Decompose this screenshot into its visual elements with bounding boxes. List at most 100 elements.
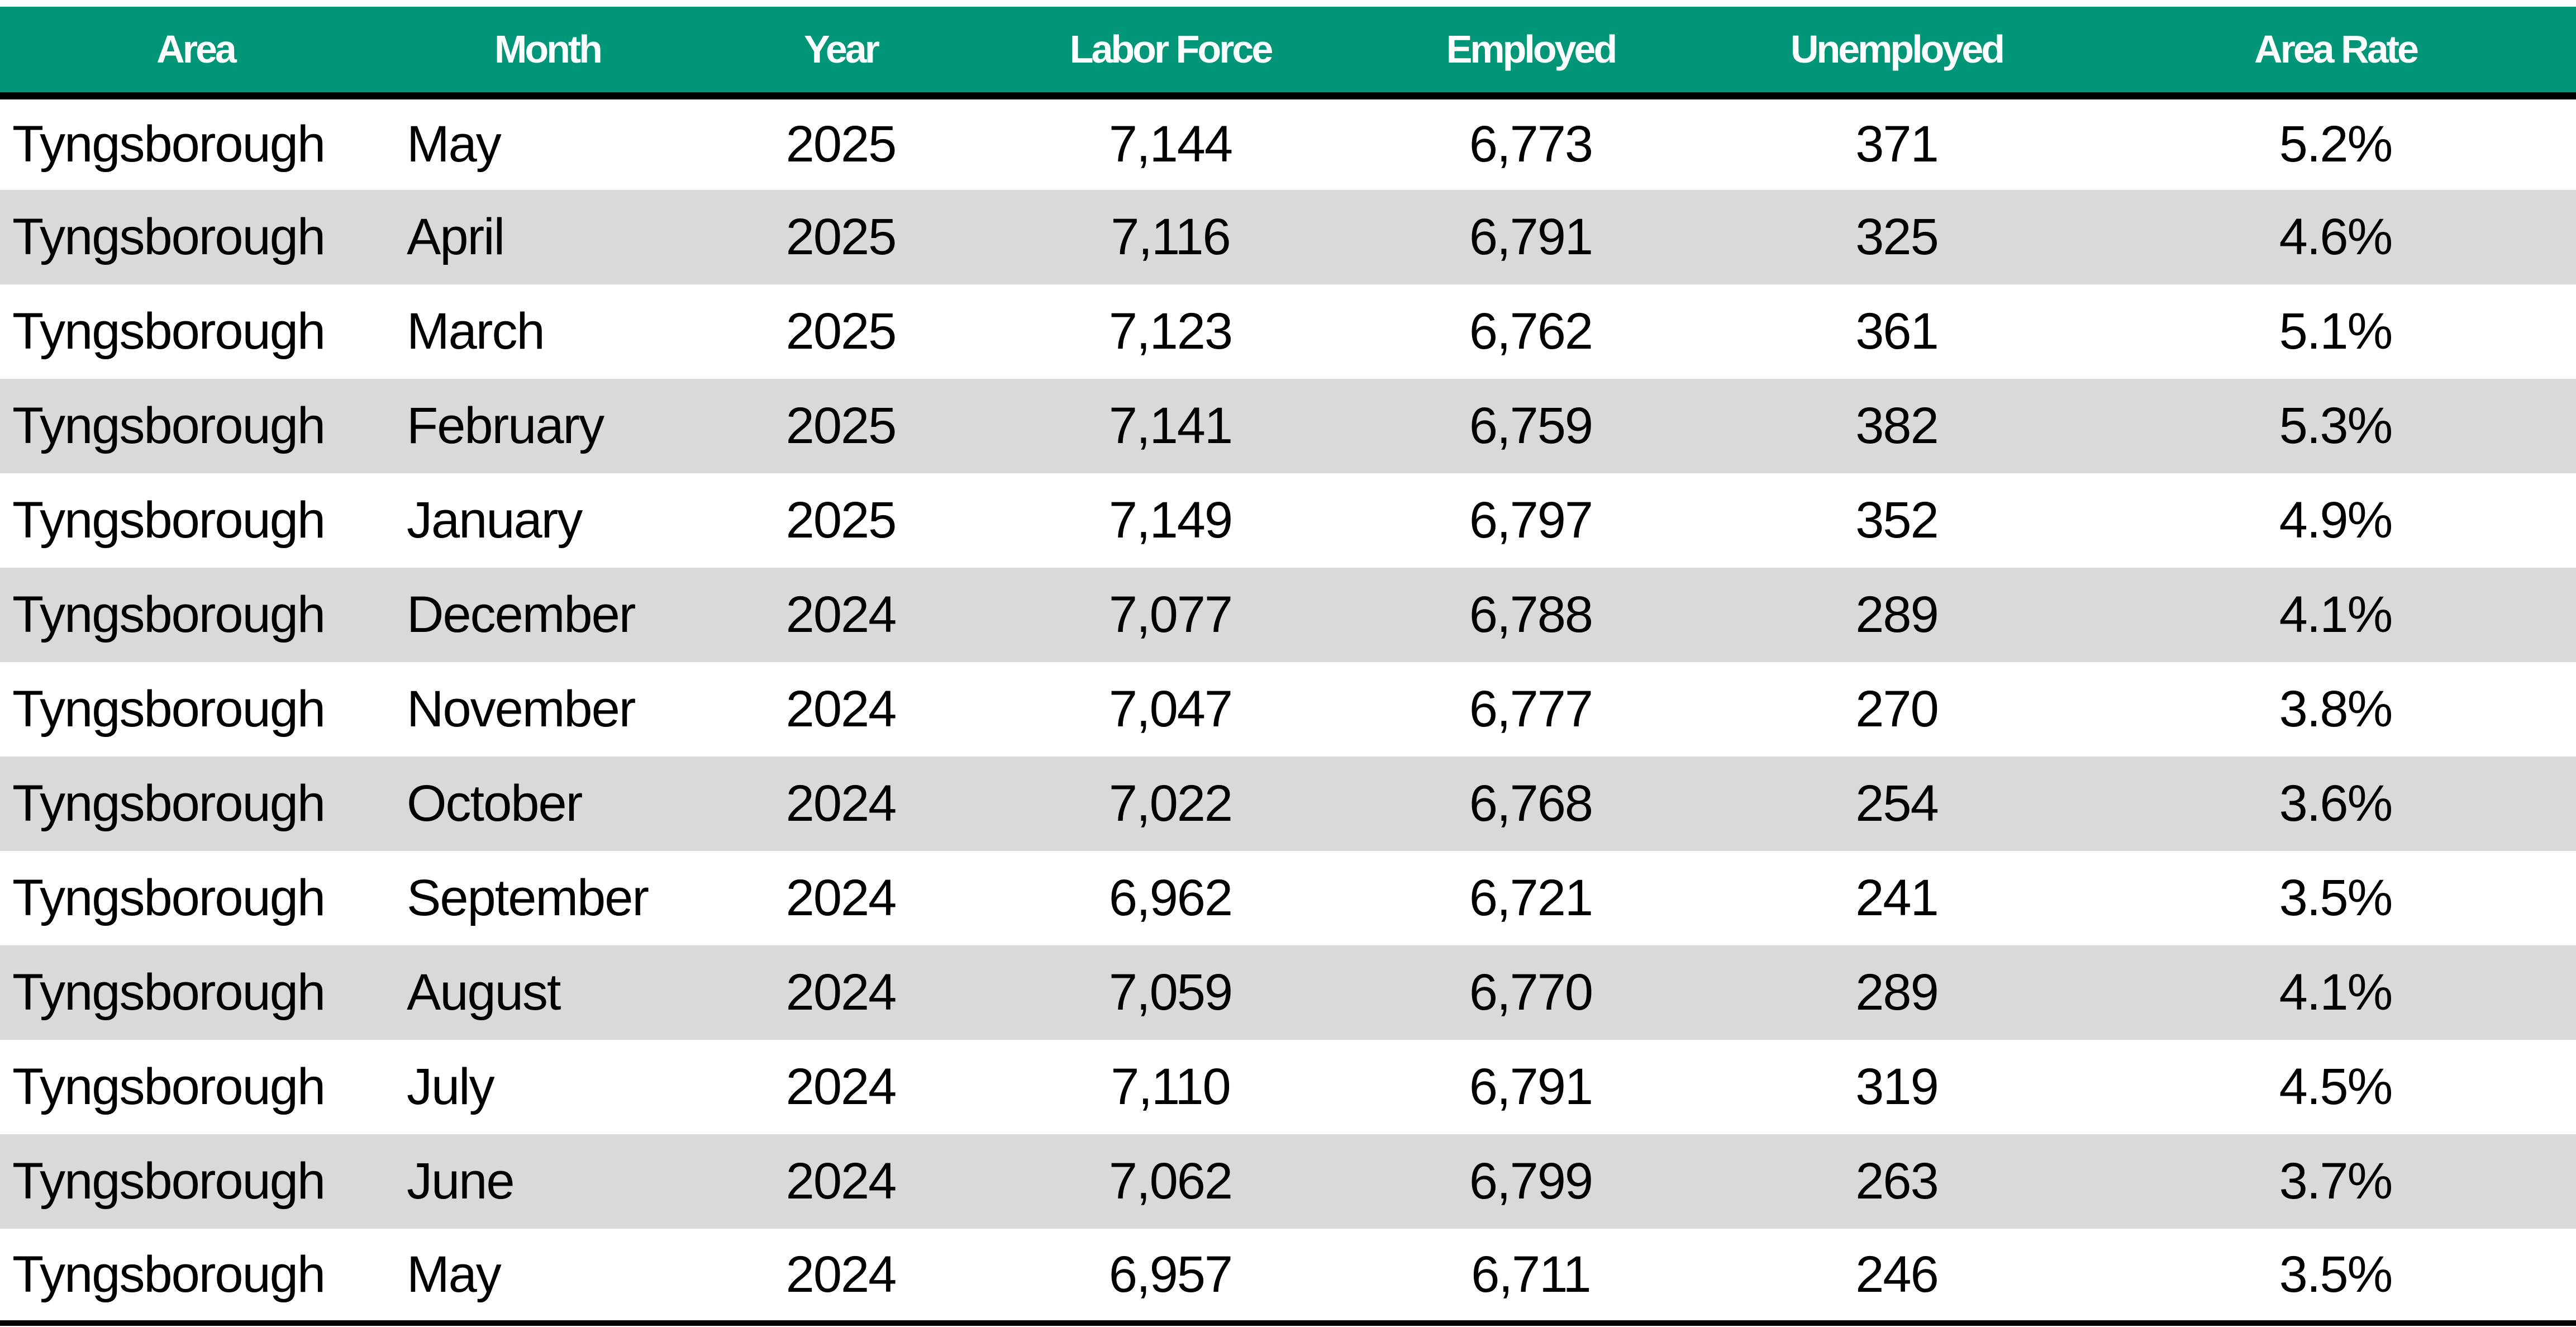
cell-area-rate: 5.2% <box>2279 116 2393 173</box>
cell-labor-force: 7,047 <box>1108 681 1233 738</box>
cell-area: Tyngsborough <box>12 869 326 926</box>
table-row: Tyngsborough November 2024 7,047 6,777 270 3.8… <box>0 662 2576 757</box>
cell-labor-force: 7,022 <box>978 757 1363 851</box>
cell-year: 2024 <box>704 945 978 1040</box>
header-month: Month <box>391 7 704 99</box>
cell-area: Tyngsborough <box>0 1134 391 1229</box>
table-row: Tyngsborough April 2025 7,116 6,791 325 4.6% <box>0 190 2576 284</box>
cell-unemployed: 382 <box>1698 379 2095 473</box>
table-row: Tyngsborough May 2024 6,957 6,711 246 3.5% <box>0 1229 2576 1326</box>
cell-area-rate: 3.8% <box>2279 681 2393 738</box>
cell-employed: 6,721 <box>1469 869 1593 926</box>
cell-month: September <box>407 869 649 926</box>
cell-employed: 6,788 <box>1363 568 1698 662</box>
header-year: Year <box>704 7 978 99</box>
cell-labor-force: 7,116 <box>978 190 1363 284</box>
cell-year: 2024 <box>704 568 978 662</box>
cell-labor-force: 7,077 <box>978 568 1363 662</box>
cell-area-rate: 4.1% <box>2095 945 2576 1040</box>
cell-area: Tyngsborough <box>0 757 391 851</box>
cell-unemployed: 352 <box>1855 492 1939 549</box>
cell-employed: 6,791 <box>1469 1058 1593 1115</box>
cell-unemployed: 263 <box>1698 1134 2095 1229</box>
cell-month: July <box>407 1058 495 1115</box>
table-row: Tyngsborough May 2025 7,144 6,773 371 5.2% <box>0 96 2576 190</box>
cell-year: 2024 <box>785 869 897 926</box>
cell-labor-force: 6,957 <box>978 1229 1363 1326</box>
cell-employed: 6,762 <box>1469 303 1593 360</box>
cell-year: 2025 <box>785 303 897 360</box>
cell-labor-force: 7,123 <box>1108 303 1233 360</box>
cell-labor-force: 7,149 <box>1108 492 1233 549</box>
cell-month: December <box>391 568 704 662</box>
cell-month: May <box>407 116 502 173</box>
cell-area: Tyngsborough <box>12 1058 326 1115</box>
header-employed: Employed <box>1363 7 1698 99</box>
cell-employed: 6,777 <box>1469 681 1593 738</box>
cell-labor-force: 7,141 <box>978 379 1363 473</box>
cell-unemployed: 319 <box>1855 1058 1939 1115</box>
cell-year: 2024 <box>704 1134 978 1229</box>
cell-unemployed: 241 <box>1855 869 1939 926</box>
table-row: Tyngsborough September 2024 6,962 6,721 241 3.… <box>0 851 2576 945</box>
header-area: Area <box>0 7 391 99</box>
cell-area: Tyngsborough <box>12 116 326 173</box>
cell-year: 2025 <box>785 492 897 549</box>
header-area-rate: Area Rate <box>2095 7 2576 99</box>
cell-unemployed: 254 <box>1698 757 2095 851</box>
table-row: Tyngsborough January 2025 7,149 6,797 352 4.9% <box>0 473 2576 568</box>
cell-labor-force: 6,962 <box>1108 869 1233 926</box>
cell-unemployed: 325 <box>1698 190 2095 284</box>
cell-labor-force: 7,062 <box>978 1134 1363 1229</box>
cell-area-rate: 3.6% <box>2095 757 2576 851</box>
cell-employed: 6,711 <box>1363 1229 1698 1326</box>
header-labor-force: Labor Force <box>978 7 1363 99</box>
table-row: Tyngsborough February 2025 7,141 6,759 382 5.3… <box>0 379 2576 473</box>
cell-employed: 6,773 <box>1469 116 1593 173</box>
cell-year: 2025 <box>704 190 978 284</box>
cell-employed: 6,791 <box>1363 190 1698 284</box>
cell-year: 2024 <box>704 757 978 851</box>
cell-year: 2024 <box>785 1058 897 1115</box>
cell-unemployed: 246 <box>1698 1229 2095 1326</box>
cell-year: 2024 <box>785 681 897 738</box>
cell-area-rate: 3.7% <box>2095 1134 2576 1229</box>
cell-month: May <box>391 1229 704 1326</box>
cell-area-rate: 3.5% <box>2095 1229 2576 1326</box>
cell-year: 2025 <box>704 379 978 473</box>
table-row: Tyngsborough August 2024 7,059 6,770 289 4.1% <box>0 945 2576 1040</box>
cell-employed: 6,797 <box>1469 492 1593 549</box>
cell-month: March <box>407 303 545 360</box>
cell-area: Tyngsborough <box>0 1229 391 1326</box>
cell-area-rate: 5.1% <box>2279 303 2393 360</box>
table-row: Tyngsborough June 2024 7,062 6,799 263 3.7% <box>0 1134 2576 1229</box>
cell-month: January <box>407 492 583 549</box>
table-row: Tyngsborough December 2024 7,077 6,788 289 4.1… <box>0 568 2576 662</box>
cell-area: Tyngsborough <box>0 945 391 1040</box>
cell-area-rate: 4.6% <box>2095 190 2576 284</box>
cell-area: Tyngsborough <box>12 681 326 738</box>
cell-employed: 6,770 <box>1363 945 1698 1040</box>
cell-month: April <box>391 190 704 284</box>
cell-unemployed: 289 <box>1698 568 2095 662</box>
cell-area-rate: 3.5% <box>2279 869 2393 926</box>
cell-month: February <box>391 379 704 473</box>
header-unemployed: Unemployed <box>1698 7 2095 99</box>
cell-month: November <box>407 681 636 738</box>
table-row: Tyngsborough October 2024 7,022 6,768 254 3.6% <box>0 757 2576 851</box>
cell-year: 2025 <box>785 116 897 173</box>
cell-labor-force: 7,144 <box>1108 116 1233 173</box>
cell-area: Tyngsborough <box>12 303 326 360</box>
cell-month: June <box>391 1134 704 1229</box>
table-row: Tyngsborough July 2024 7,110 6,791 319 4.5% <box>0 1040 2576 1134</box>
cell-area-rate: 4.5% <box>2279 1058 2393 1115</box>
cell-unemployed: 371 <box>1855 116 1939 173</box>
cell-month: August <box>391 945 704 1040</box>
cell-unemployed: 289 <box>1698 945 2095 1040</box>
header-row: Area Month Year Labor Force Employed Une… <box>0 7 2576 99</box>
cell-unemployed: 361 <box>1855 303 1939 360</box>
cell-year: 2024 <box>704 1229 978 1326</box>
cell-area: Tyngsborough <box>0 379 391 473</box>
cell-area-rate: 4.1% <box>2095 568 2576 662</box>
